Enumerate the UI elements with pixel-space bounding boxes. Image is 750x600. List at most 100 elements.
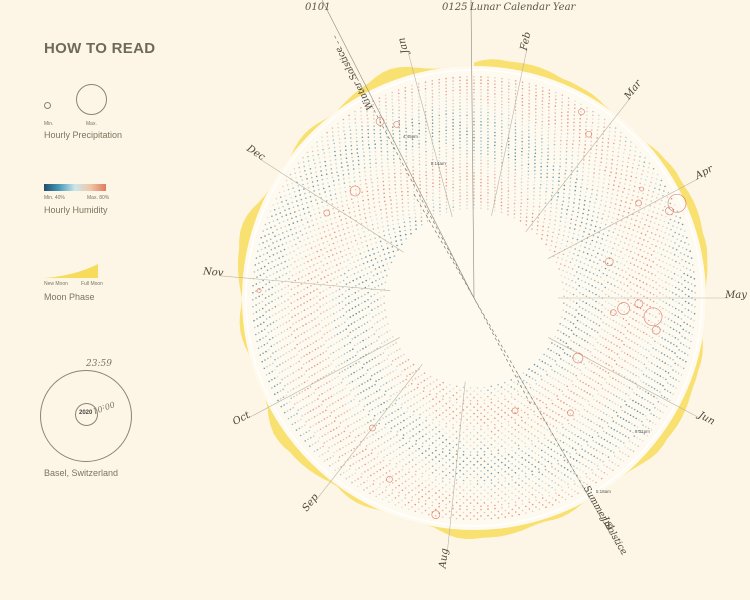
humidity-dot [322,297,325,299]
humidity-dot [329,190,331,192]
humidity-dot [369,162,372,165]
humidity-dot [534,428,536,430]
humidity-dot [303,250,305,253]
humidity-dot [333,259,336,261]
humidity-dot [325,269,327,272]
humidity-dot [380,245,383,247]
humidity-dot [587,400,590,403]
humidity-dot [568,397,570,399]
humidity-dot [621,324,623,327]
humidity-dot [541,148,543,150]
humidity-dot [432,209,435,212]
humidity-dot [418,116,420,118]
humidity-dot [365,445,368,447]
humidity-dot [354,305,357,308]
humidity-dot [387,323,389,325]
humidity-dot [547,158,549,161]
humidity-dot [382,352,385,354]
humidity-dot [644,325,646,327]
humidity-dot [473,492,475,495]
humidity-dot [435,433,437,435]
humidity-dot [284,314,287,317]
humidity-dot [473,104,475,107]
humidity-dot [589,200,591,203]
humidity-dot [500,194,503,197]
humidity-dot [442,411,444,414]
humidity-dot [591,405,594,408]
humidity-dot [574,400,576,403]
humidity-dot [331,422,333,424]
humidity-dot [395,466,397,468]
humidity-dot [425,171,427,173]
humidity-dot [418,153,421,155]
humidity-dot [363,274,365,277]
humidity-dot [662,345,665,348]
humidity-dot [431,458,434,461]
humidity-dot [348,212,351,214]
humidity-dot [616,345,618,347]
humidity-dot [438,196,441,199]
humidity-dot [306,221,309,223]
humidity-dot [326,240,329,243]
humidity-dot [361,367,364,369]
humidity-dot [476,403,479,405]
humidity-dot [358,368,361,371]
humidity-dot [394,410,397,413]
humidity-dot [343,345,346,347]
humidity-dot [391,378,394,381]
humidity-dot [476,489,479,492]
humidity-dot [554,223,556,226]
humidity-dot [567,111,569,113]
humidity-dot [589,412,592,414]
humidity-dot [333,212,335,214]
humidity-dot [318,193,321,195]
humidity-dot [528,132,530,135]
humidity-dot [409,415,412,418]
humidity-dot [566,132,569,135]
humidity-dot [594,202,596,204]
humidity-dot [369,378,372,381]
humidity-dot [373,472,375,475]
humidity-dot [358,163,360,166]
humidity-dot [445,211,448,214]
humidity-dot [325,409,327,412]
humidity-dot [373,121,375,124]
humidity-dot [579,299,581,301]
humidity-dot [675,248,678,251]
humidity-dot [392,136,395,139]
humidity-dot [341,346,343,349]
humidity-dot [418,109,420,112]
humidity-dot [419,198,422,200]
humidity-dot [283,345,286,348]
humidity-dot [592,298,594,301]
humidity-dot [445,155,448,158]
humidity-dot [338,215,341,218]
humidity-dot [409,228,412,231]
humidity-dot [367,469,369,471]
humidity-dot [507,414,510,416]
humidity-dot [546,165,549,168]
humidity-dot [382,459,385,462]
humidity-dot [473,156,475,158]
humidity-dot [473,204,475,206]
humidity-dot [407,194,409,197]
humidity-dot [610,427,613,429]
humidity-dot [375,279,377,282]
humidity-dot [476,415,479,418]
humidity-dot [554,378,557,381]
humidity-dot [412,155,414,158]
humidity-dot [379,129,382,131]
humidity-dot [338,183,341,185]
humidity-dot [500,445,503,448]
humidity-dot [572,286,574,289]
humidity-dot [591,305,594,308]
humidity-dot [666,325,669,327]
humidity-dot [428,467,431,470]
humidity-dot [494,164,496,166]
humidity-dot [619,224,622,227]
humidity-dot [387,165,389,168]
humidity-dot [480,428,482,431]
humidity-dot [431,155,434,158]
humidity-dot [319,330,322,332]
humidity-dot [293,293,296,296]
